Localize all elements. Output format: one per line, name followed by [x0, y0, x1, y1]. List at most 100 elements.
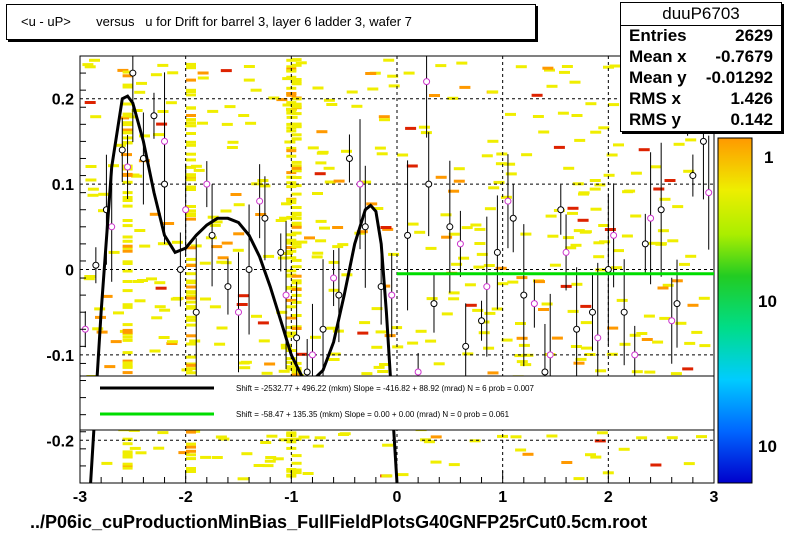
data-point-black	[319, 325, 327, 333]
density-cell	[255, 213, 267, 216]
density-cell	[131, 109, 143, 112]
density-cell	[613, 249, 624, 253]
density-cell	[291, 454, 302, 458]
density-cell	[549, 263, 561, 267]
data-point-black	[161, 180, 169, 188]
fit-curves	[89, 94, 714, 484]
density-cell	[650, 463, 662, 467]
data-point-black	[541, 368, 549, 376]
density-cell	[351, 104, 363, 108]
density-cell	[122, 289, 133, 293]
density-cell	[233, 232, 245, 236]
density-cell	[186, 173, 196, 177]
density-cell	[304, 236, 315, 240]
density-cell	[691, 330, 703, 334]
data-point-black	[430, 300, 438, 308]
density-cell	[657, 286, 669, 290]
density-cell	[286, 215, 297, 219]
density-cell	[243, 65, 255, 68]
density-cell	[522, 353, 534, 357]
data-point-magenta	[504, 197, 512, 205]
density-cell	[644, 370, 656, 374]
density-cell	[122, 280, 133, 283]
density-cell	[659, 316, 671, 320]
density-cell	[146, 277, 157, 281]
density-cell	[672, 205, 684, 209]
density-cell	[122, 102, 133, 106]
density-cell	[286, 269, 297, 273]
density-cell	[167, 71, 179, 75]
density-cell	[312, 444, 324, 448]
density-cell	[474, 242, 486, 245]
density-cell	[185, 124, 197, 128]
data-point-magenta	[308, 351, 316, 359]
palette-bar	[717, 137, 753, 484]
data-point-black	[520, 291, 528, 299]
density-cell	[631, 370, 643, 374]
density-cell	[104, 365, 116, 369]
density-cell	[483, 264, 495, 267]
density-cell	[122, 330, 133, 334]
density-cell	[149, 349, 161, 353]
density-cell	[580, 346, 592, 350]
density-cell	[598, 126, 610, 130]
density-cell	[598, 224, 610, 227]
density-cell	[567, 309, 579, 313]
density-cell	[687, 303, 699, 307]
data-point-magenta	[124, 163, 132, 171]
density-cell	[230, 193, 242, 196]
density-cell	[371, 345, 383, 349]
density-cell	[122, 361, 133, 365]
data-point-magenta	[594, 334, 602, 342]
density-cell	[84, 275, 96, 278]
density-cell	[241, 452, 253, 456]
density-cell	[380, 226, 392, 229]
data-point-magenta	[610, 231, 618, 239]
density-cell	[98, 192, 110, 196]
color-palette: 1 10 10	[717, 137, 777, 484]
density-cell	[233, 203, 245, 207]
density-cell	[258, 339, 270, 343]
density-cell	[547, 234, 559, 238]
density-cell	[218, 437, 230, 441]
density-cell	[487, 139, 499, 143]
density-cell	[178, 451, 190, 455]
density-cell	[186, 118, 196, 122]
density-cell	[279, 216, 291, 220]
density-cell	[483, 346, 495, 350]
density-cell	[611, 266, 623, 270]
density-cell	[383, 58, 395, 62]
density-cell	[419, 438, 431, 442]
density-cell	[286, 273, 297, 277]
density-cell	[458, 256, 470, 260]
data-point-black	[245, 266, 253, 273]
density-cell	[453, 179, 465, 183]
density-cell	[291, 63, 302, 67]
density-cell	[170, 297, 182, 301]
density-cell	[670, 372, 682, 376]
y-tick-label: 0	[65, 263, 74, 280]
density-cell	[186, 272, 196, 276]
density-cell	[403, 71, 415, 75]
density-cell	[157, 242, 169, 246]
density-cell	[377, 370, 389, 373]
legend-entry-1: Shift = -2532.77 + 496.22 (mkm) Slope = …	[236, 384, 535, 393]
density-cell	[699, 344, 711, 348]
stats-box: duuP6703 Entries 2629 Mean x -0.7679 Mean …	[620, 2, 782, 132]
density-cell	[286, 198, 297, 202]
density-cell	[186, 152, 196, 156]
density-cell	[563, 166, 575, 170]
density-cell	[122, 235, 133, 239]
density-cell	[418, 125, 430, 129]
density-cell	[122, 442, 133, 446]
density-cell	[121, 153, 132, 157]
density-cell	[307, 146, 319, 150]
density-cell	[295, 61, 307, 65]
density-cell	[134, 299, 146, 303]
density-cell	[251, 314, 262, 318]
data-point-black	[224, 283, 232, 291]
density-cell	[84, 101, 96, 104]
density-cell	[122, 128, 133, 132]
density-cell	[291, 265, 302, 269]
density-cell	[122, 121, 133, 125]
